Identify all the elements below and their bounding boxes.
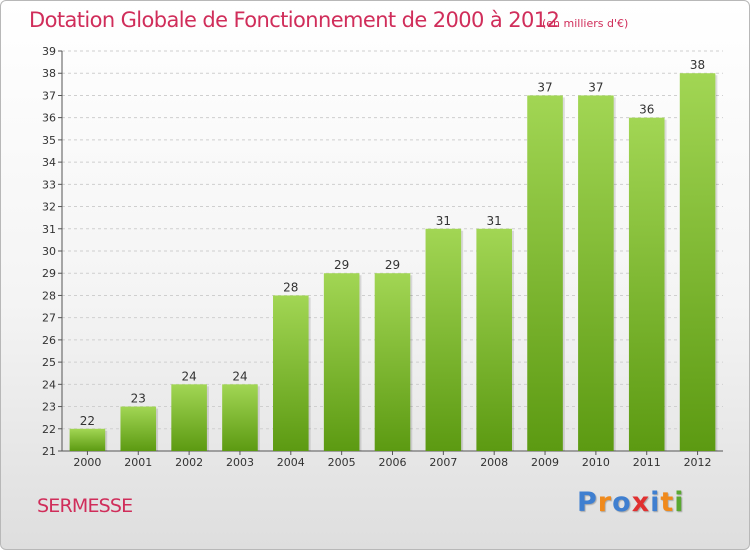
y-tick-label: 39 — [42, 45, 56, 58]
data-label: 24 — [181, 369, 196, 383]
logo-letter: i — [674, 487, 685, 518]
bar — [679, 73, 716, 451]
y-tick-label: 21 — [42, 445, 56, 458]
y-tick-label: 22 — [42, 423, 56, 436]
bar — [527, 95, 563, 451]
chart-title: Dotation Globale de Fonctionnement de 20… — [29, 8, 560, 32]
x-tick-label: 2012 — [684, 456, 712, 469]
data-label: 36 — [639, 103, 654, 117]
x-tick-label: 2004 — [277, 456, 305, 469]
y-tick-label: 36 — [42, 112, 56, 125]
logo-letter: x — [631, 487, 651, 518]
y-tick-label: 35 — [42, 134, 56, 147]
y-tick-label: 38 — [42, 67, 56, 80]
y-tick-label: 33 — [42, 178, 56, 191]
logo-letter: t — [660, 487, 675, 518]
bar — [476, 228, 512, 451]
x-tick-label: 2009 — [531, 456, 559, 469]
data-label: 38 — [690, 58, 705, 72]
data-label: 23 — [131, 392, 146, 406]
y-tick-label: 26 — [42, 334, 56, 347]
bar — [628, 117, 665, 452]
x-tick-label: 2010 — [582, 456, 610, 469]
y-tick-label: 27 — [42, 312, 56, 325]
y-tick-label: 30 — [42, 245, 56, 258]
x-tick-label: 2002 — [175, 456, 203, 469]
bar — [425, 228, 462, 451]
logo-letter: o — [612, 487, 632, 518]
data-label: 24 — [232, 369, 247, 383]
chart-subtitle: (en milliers d'€) — [542, 17, 629, 30]
logo-letter: r — [597, 487, 613, 518]
data-label: 29 — [334, 258, 349, 272]
x-tick-label: 2006 — [379, 456, 407, 469]
x-tick-label: 2005 — [328, 456, 356, 469]
labels: 21 22 23 24 25 26 27 28 29 30 31 32 33 34 35 36 37 38 39 20… — [42, 45, 712, 469]
bar — [578, 95, 614, 451]
x-tick-label: 2000 — [73, 456, 101, 469]
data-label: 37 — [588, 80, 603, 94]
x-tick-label: 2007 — [429, 456, 457, 469]
y-tick-label: 34 — [42, 156, 56, 169]
data-label: 31 — [487, 214, 502, 228]
data-label: 37 — [537, 80, 552, 94]
y-tick-label: 25 — [42, 356, 56, 369]
y-tick-label: 32 — [42, 201, 56, 214]
x-tick-label: 2008 — [480, 456, 508, 469]
data-label: 28 — [283, 280, 298, 294]
bar — [273, 295, 309, 451]
x-tick-label: 2001 — [124, 456, 152, 469]
y-tick-label: 37 — [42, 89, 56, 102]
logo-letter: P — [577, 487, 598, 518]
logo-letter: i — [650, 487, 661, 518]
y-tick-label: 29 — [42, 267, 56, 280]
y-tick-label: 28 — [42, 289, 56, 302]
y-tick-label: 31 — [42, 223, 56, 236]
x-tick-label: 2003 — [226, 456, 254, 469]
data-label: 31 — [436, 214, 451, 228]
bar — [374, 273, 411, 451]
bars — [69, 73, 718, 452]
bar — [120, 406, 157, 451]
y-tick-label: 23 — [42, 401, 56, 414]
bar — [171, 384, 207, 451]
data-label: 22 — [80, 414, 95, 428]
bar — [69, 428, 106, 451]
y-tick-label: 24 — [42, 378, 56, 391]
proxiti-logo: Proxiti — [577, 487, 685, 518]
commune-name: SERMESSE — [37, 495, 133, 517]
bar — [222, 384, 258, 451]
data-label: 29 — [385, 258, 400, 272]
bar — [323, 273, 360, 451]
x-tick-label: 2011 — [633, 456, 661, 469]
